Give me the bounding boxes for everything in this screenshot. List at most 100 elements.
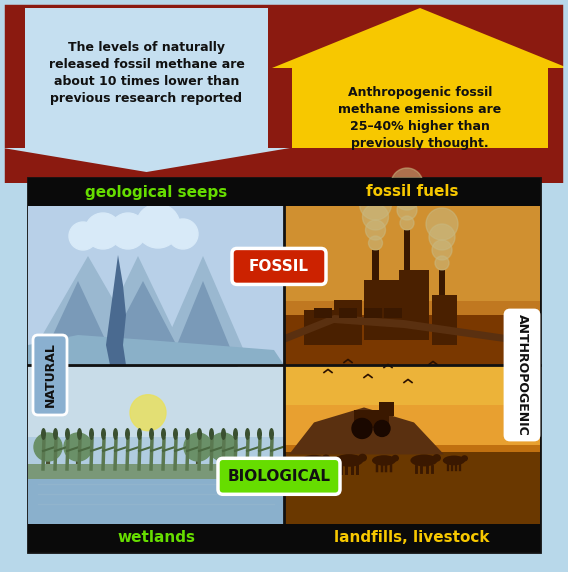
Ellipse shape [221, 428, 226, 440]
Ellipse shape [335, 454, 364, 467]
FancyBboxPatch shape [33, 335, 67, 415]
Ellipse shape [149, 428, 154, 440]
Polygon shape [272, 8, 568, 148]
Circle shape [391, 168, 423, 200]
Bar [28, 365, 284, 436]
Bar [364, 308, 382, 318]
Text: ANTHROPOGENIC: ANTHROPOGENIC [516, 314, 528, 436]
Text: BIOLOGICAL: BIOLOGICAL [228, 469, 331, 484]
Bar [284, 206, 540, 365]
Bar [364, 280, 399, 340]
Text: landfills, livestock: landfills, livestock [334, 530, 490, 546]
Ellipse shape [411, 455, 437, 466]
Bar [334, 300, 362, 345]
Circle shape [429, 224, 455, 250]
Circle shape [85, 213, 121, 249]
Bar [399, 270, 429, 340]
Circle shape [435, 256, 449, 270]
Polygon shape [106, 255, 126, 365]
Bar [404, 230, 410, 270]
Text: FOSSIL: FOSSIL [249, 259, 309, 274]
Circle shape [362, 204, 389, 230]
Bar [284, 315, 540, 365]
Ellipse shape [125, 428, 130, 440]
Polygon shape [3, 8, 290, 172]
Ellipse shape [391, 455, 399, 462]
Circle shape [64, 433, 92, 461]
Circle shape [360, 188, 391, 220]
Bar [384, 308, 402, 318]
Ellipse shape [372, 455, 396, 466]
Bar [284, 206, 540, 301]
Ellipse shape [101, 428, 106, 440]
Bar [314, 308, 332, 318]
Polygon shape [28, 335, 284, 365]
Circle shape [365, 220, 386, 240]
Ellipse shape [41, 428, 46, 440]
Polygon shape [88, 256, 188, 360]
Circle shape [397, 200, 417, 220]
Ellipse shape [53, 428, 58, 440]
Polygon shape [28, 256, 148, 360]
Ellipse shape [65, 428, 70, 440]
Polygon shape [38, 281, 118, 367]
Ellipse shape [233, 428, 238, 440]
Bar [284, 365, 540, 524]
Ellipse shape [173, 428, 178, 440]
Bar [354, 411, 389, 428]
Ellipse shape [269, 428, 274, 440]
Polygon shape [289, 407, 444, 454]
Circle shape [394, 184, 420, 210]
FancyBboxPatch shape [505, 310, 539, 440]
Ellipse shape [322, 454, 330, 462]
Circle shape [184, 433, 212, 461]
Ellipse shape [113, 428, 118, 440]
Ellipse shape [358, 454, 367, 462]
FancyBboxPatch shape [232, 248, 326, 284]
Circle shape [374, 420, 390, 436]
Ellipse shape [89, 428, 94, 440]
Text: fossil fuels: fossil fuels [366, 185, 458, 200]
Ellipse shape [461, 455, 468, 462]
Circle shape [432, 240, 452, 260]
Circle shape [369, 236, 382, 250]
Bar [28, 524, 540, 552]
Ellipse shape [209, 428, 214, 440]
Circle shape [209, 433, 237, 461]
Text: geological seeps: geological seeps [85, 185, 227, 200]
Polygon shape [98, 281, 188, 367]
Bar [28, 464, 284, 479]
Bar [28, 178, 540, 206]
Bar [28, 178, 540, 552]
Bar [372, 250, 379, 280]
Ellipse shape [432, 454, 441, 462]
Bar [28, 206, 284, 365]
Circle shape [130, 395, 166, 431]
Bar [28, 474, 284, 524]
Ellipse shape [77, 428, 82, 440]
Bar [379, 403, 394, 416]
Polygon shape [284, 315, 540, 347]
Text: wetlands: wetlands [117, 530, 195, 546]
Text: Anthropogenic fossil
methane emissions are
25–40% higher than
previously thought: Anthropogenic fossil methane emissions a… [339, 86, 502, 150]
Polygon shape [158, 256, 248, 360]
Bar [304, 310, 339, 345]
Ellipse shape [257, 428, 262, 440]
Ellipse shape [301, 455, 327, 466]
Polygon shape [168, 281, 238, 367]
Circle shape [426, 208, 458, 240]
Circle shape [136, 204, 180, 248]
Bar [0, 0, 568, 183]
Bar [28, 365, 284, 524]
Ellipse shape [137, 428, 142, 440]
Ellipse shape [245, 428, 250, 440]
Circle shape [34, 433, 62, 461]
FancyBboxPatch shape [218, 458, 340, 494]
Circle shape [110, 213, 146, 249]
Ellipse shape [443, 455, 465, 466]
Bar [339, 308, 357, 318]
Bar [432, 295, 457, 345]
Ellipse shape [161, 428, 166, 440]
Circle shape [400, 216, 414, 230]
Circle shape [352, 419, 372, 439]
